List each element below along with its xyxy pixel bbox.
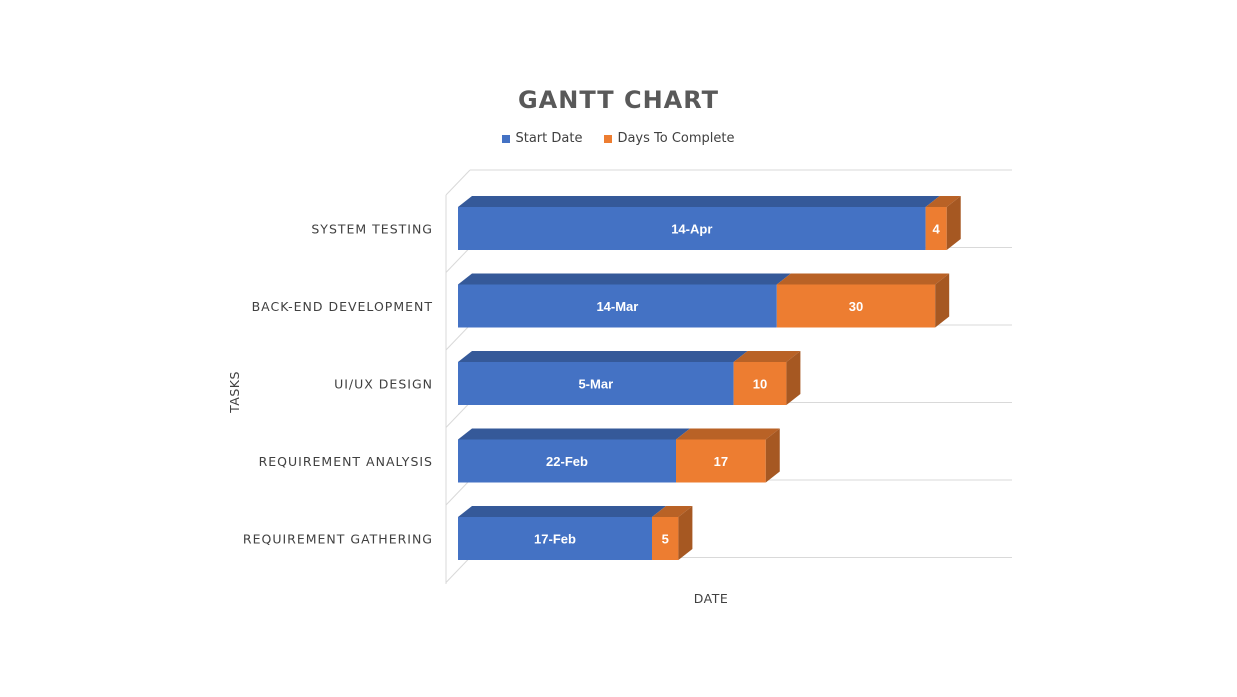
bar-days-to-complete-top [652, 506, 693, 517]
legend-swatch-start-date [502, 134, 511, 143]
category-labels: SYSTEM TESTING BACK-END DEVELOPMENT UI/UX … [243, 222, 433, 547]
y-axis-title: TASKS [227, 371, 242, 414]
legend-swatch-days-to-complete [604, 134, 613, 143]
bar-start-date-label: 5-Mar [578, 377, 613, 392]
bar-days-to-complete-side [678, 506, 693, 560]
bar-start-date [458, 207, 926, 250]
bar-days-to-complete-top [776, 273, 950, 285]
gridline-diagonal [445, 479, 471, 506]
bar-start-date [458, 517, 652, 560]
bar-days-to-complete-label: 17 [714, 454, 728, 469]
bar-start-date-label: 14-Mar [596, 299, 638, 314]
bar-days-to-complete [925, 207, 947, 250]
bar-days-to-complete-top [925, 196, 961, 207]
bar-days-to-complete-label: 4 [933, 222, 941, 237]
bar-days-to-complete-label: 10 [753, 377, 767, 392]
legend-item-start-date: Start Date [502, 131, 582, 146]
category-label: UI/UX DESIGN [334, 377, 433, 392]
bar-start-date-label: 17-Feb [534, 532, 576, 547]
bar-days-to-complete-side [765, 428, 780, 483]
bar-days-to-complete [652, 517, 679, 560]
wall-top-diagonal [445, 169, 471, 196]
bar-days-to-complete-top [676, 428, 780, 440]
bar-days-to-complete [776, 284, 936, 328]
bar-start-date-top [458, 506, 666, 517]
chart-title: GANTT CHART [517, 86, 720, 114]
bar-start-date-top [458, 273, 791, 285]
bar-days-to-complete-side [935, 273, 950, 328]
bar-start-date-top [458, 351, 748, 362]
bar-start-date-label: 22-Feb [546, 454, 588, 469]
legend-item-days-to-complete: Days To Complete [604, 131, 735, 146]
bars: 14-Apr 4 14-Mar 30 5-Mar 10 22-Feb 17 17-Feb 5 [458, 196, 961, 560]
bar-days-to-complete-top [733, 351, 801, 362]
bar-days-to-complete-side [786, 351, 801, 405]
bar-start-date-label: 14-Apr [671, 222, 712, 237]
gridline-diagonal [445, 402, 471, 428]
bar-days-to-complete [733, 362, 787, 405]
bar-start-date [458, 439, 676, 483]
bar-start-date [458, 284, 777, 328]
bar-start-date-top [458, 428, 690, 440]
bar-days-to-complete-label: 5 [662, 532, 669, 547]
bar-start-date [458, 362, 734, 405]
gridline-diagonal [445, 557, 471, 583]
gridline-diagonal [445, 324, 471, 351]
chart-legend: Start Date Days To Complete [0, 131, 1237, 146]
legend-label-days-to-complete: Days To Complete [617, 131, 735, 146]
bar-days-to-complete-label: 30 [849, 299, 863, 314]
category-label: REQUIREMENT GATHERING [243, 532, 433, 547]
bar-days-to-complete-side [946, 196, 961, 250]
gridline-diagonal [445, 247, 471, 273]
bar-days-to-complete [676, 439, 766, 483]
x-axis-title: DATE [694, 591, 729, 606]
category-label: REQUIREMENT ANALYSIS [259, 454, 433, 469]
category-label: BACK-END DEVELOPMENT [252, 299, 433, 314]
bar-start-date-top [458, 196, 940, 207]
legend-label-start-date: Start Date [515, 131, 583, 146]
category-label: SYSTEM TESTING [311, 222, 433, 237]
